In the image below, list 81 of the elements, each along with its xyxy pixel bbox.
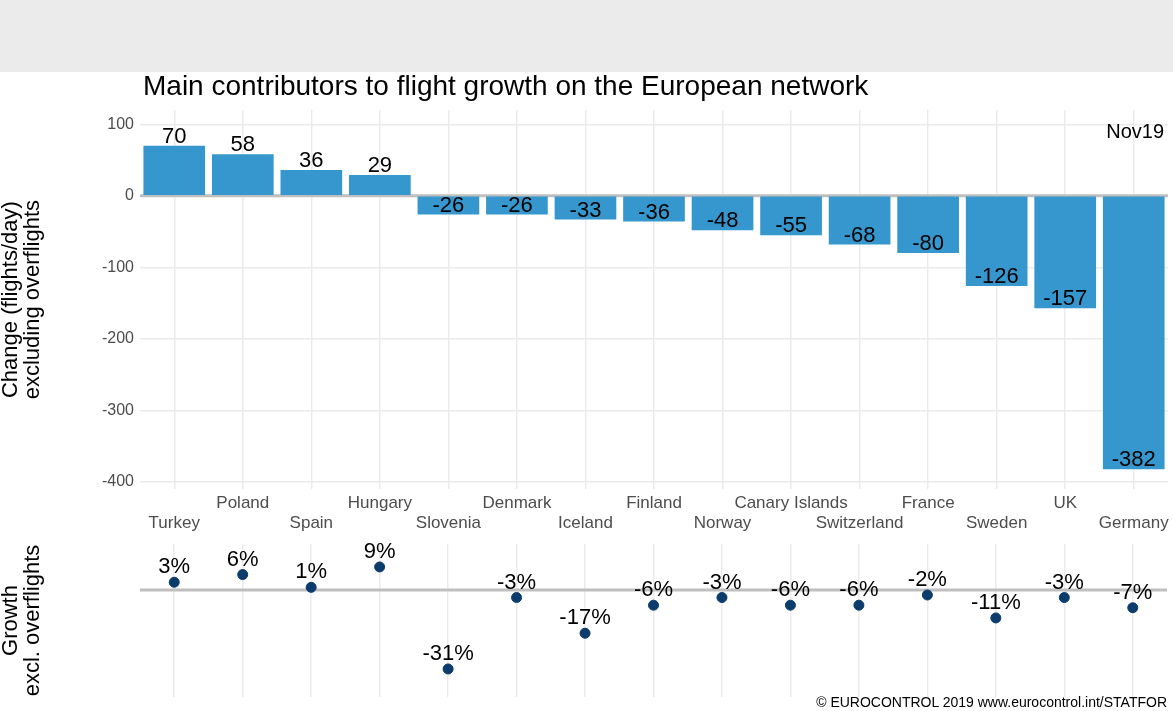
x-tick-label: France — [901, 493, 955, 513]
data-label: 29 — [367, 152, 393, 178]
x-tick-label: Canary Islands — [734, 493, 848, 513]
y-tick-label: 100 — [107, 114, 135, 132]
bar — [897, 196, 959, 254]
point — [1127, 602, 1139, 614]
x-tick-label: UK — [1053, 493, 1078, 513]
y-axis-title: Change (flights/day) excluding overflights — [0, 199, 45, 400]
point — [853, 599, 865, 611]
data-label: -26 — [501, 191, 533, 217]
point — [648, 599, 659, 611]
point — [374, 561, 386, 573]
data-label: -17% — [559, 604, 611, 630]
data-label: -3% — [702, 568, 742, 594]
data-label: -3% — [1044, 568, 1084, 594]
data-label: 58 — [230, 131, 256, 157]
point — [305, 581, 317, 593]
data-label: -68 — [843, 221, 876, 247]
point — [237, 569, 249, 581]
data-label: -6% — [633, 576, 674, 602]
bar — [1034, 196, 1097, 309]
y-tick-label: -200 — [101, 329, 135, 347]
data-label: -31% — [422, 640, 474, 666]
annotation: Nov19 — [1106, 119, 1164, 142]
y-tick-label: 0 — [125, 186, 135, 204]
bar — [211, 154, 274, 196]
x-tick-label: Switzerland — [815, 513, 904, 533]
x-tick-label: Slovenia — [415, 513, 482, 533]
data-label: -2% — [907, 566, 947, 592]
bar — [280, 170, 343, 196]
data-label: 36 — [299, 147, 324, 173]
bar — [760, 196, 822, 236]
bar — [1102, 196, 1165, 470]
chart-title: Main contributors to flight growth on the European network — [143, 70, 869, 102]
point — [716, 592, 728, 604]
data-label: -6% — [839, 576, 879, 602]
x-tick-label: Poland — [216, 493, 270, 513]
data-label: -33 — [569, 196, 602, 222]
data-label: 3% — [158, 553, 191, 579]
bar — [828, 196, 891, 245]
x-tick-label: Denmark — [482, 493, 552, 513]
x-tick-label: Norway — [693, 513, 752, 533]
data-label: -11% — [970, 589, 1021, 615]
x-tick-label: Turkey — [148, 513, 201, 533]
x-tick-label: Sweden — [965, 513, 1028, 533]
point — [579, 627, 591, 639]
point — [168, 576, 180, 588]
data-label: -6% — [770, 576, 810, 602]
x-tick-label: Finland — [626, 493, 682, 513]
y-tick-label: -400 — [101, 472, 135, 490]
data-label: -7% — [1113, 578, 1153, 604]
y-tick-label: -100 — [101, 257, 135, 275]
data-label: -126 — [974, 263, 1019, 289]
y-tick-label: -300 — [101, 400, 135, 418]
x-tick-label: Hungary — [347, 493, 413, 513]
x-tick-label: Iceland — [558, 513, 613, 533]
data-label: 1% — [295, 558, 328, 584]
annotation: © EUROCONTROL 2019 www.eurocontrol.int/STATFOR — [816, 693, 1167, 710]
point — [990, 612, 1002, 624]
data-label: -36 — [638, 198, 670, 224]
data-label: -157 — [1043, 285, 1088, 311]
point — [442, 663, 454, 675]
bar — [143, 145, 206, 196]
data-label: 6% — [226, 545, 259, 571]
data-label: -48 — [706, 207, 739, 233]
data-label: -26 — [432, 191, 465, 217]
point — [511, 592, 523, 604]
point — [1058, 592, 1070, 604]
y-axis-title: Growth excl. overflights — [0, 544, 45, 697]
data-label: 70 — [162, 122, 187, 148]
data-label: -382 — [1111, 446, 1156, 472]
bar — [349, 175, 411, 196]
point — [784, 599, 796, 611]
data-label: -3% — [497, 568, 537, 594]
point — [921, 589, 933, 601]
data-label: 9% — [363, 538, 396, 564]
data-label: -80 — [912, 230, 945, 256]
data-label: -55 — [775, 212, 807, 238]
x-tick-label: Germany — [1098, 513, 1170, 533]
x-tick-label: Spain — [289, 513, 334, 533]
bar — [965, 196, 1028, 287]
